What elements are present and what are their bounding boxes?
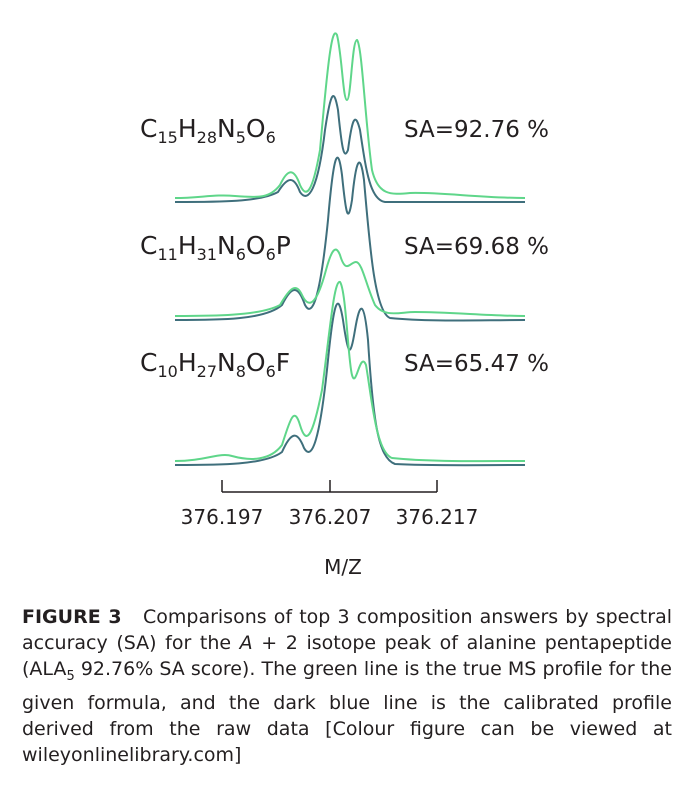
score: SA=65.47 % bbox=[404, 351, 549, 377]
spectrum-calibrated bbox=[174, 302, 526, 467]
formula: C10H27N8O6F bbox=[140, 348, 290, 381]
spectrum-true bbox=[174, 248, 526, 317]
x-axis-label: M/Z bbox=[324, 555, 362, 579]
formula: C11H31N6O6P bbox=[140, 231, 291, 264]
caption-text: + 2 isotope peak of alanine pentapeptide… bbox=[22, 632, 672, 680]
x-tick-label: 376.197 bbox=[181, 505, 264, 529]
caption-label: FIGURE 3 bbox=[22, 606, 122, 628]
spectrum-calibrated bbox=[174, 95, 525, 204]
spectrum-true bbox=[174, 32, 526, 199]
x-tick-label: 376.207 bbox=[289, 505, 372, 529]
caption-text: Comparisons of top 3 composition answers… bbox=[22, 606, 672, 654]
score: SA=92.76 % bbox=[404, 117, 549, 143]
caption: FIGURE 3 Comparisons of top 3 compositio… bbox=[22, 604, 672, 768]
labels: C15H28N5O6 SA=92.76 % C11H31N6O6P SA=69.68 … bbox=[140, 114, 549, 381]
caption-text: A bbox=[239, 632, 253, 654]
score: SA=69.68 % bbox=[404, 234, 549, 260]
figure: C15H28N5O6 SA=92.76 % C11H31N6O6P SA=69.68 … bbox=[140, 32, 549, 579]
x-tick-label: 376.217 bbox=[396, 505, 479, 529]
formula: C15H28N5O6 bbox=[140, 114, 276, 147]
spectrum-true bbox=[174, 280, 526, 463]
caption-text: 5 bbox=[66, 668, 75, 684]
caption-text: 92.76% SA score). The green line is the … bbox=[22, 658, 672, 766]
